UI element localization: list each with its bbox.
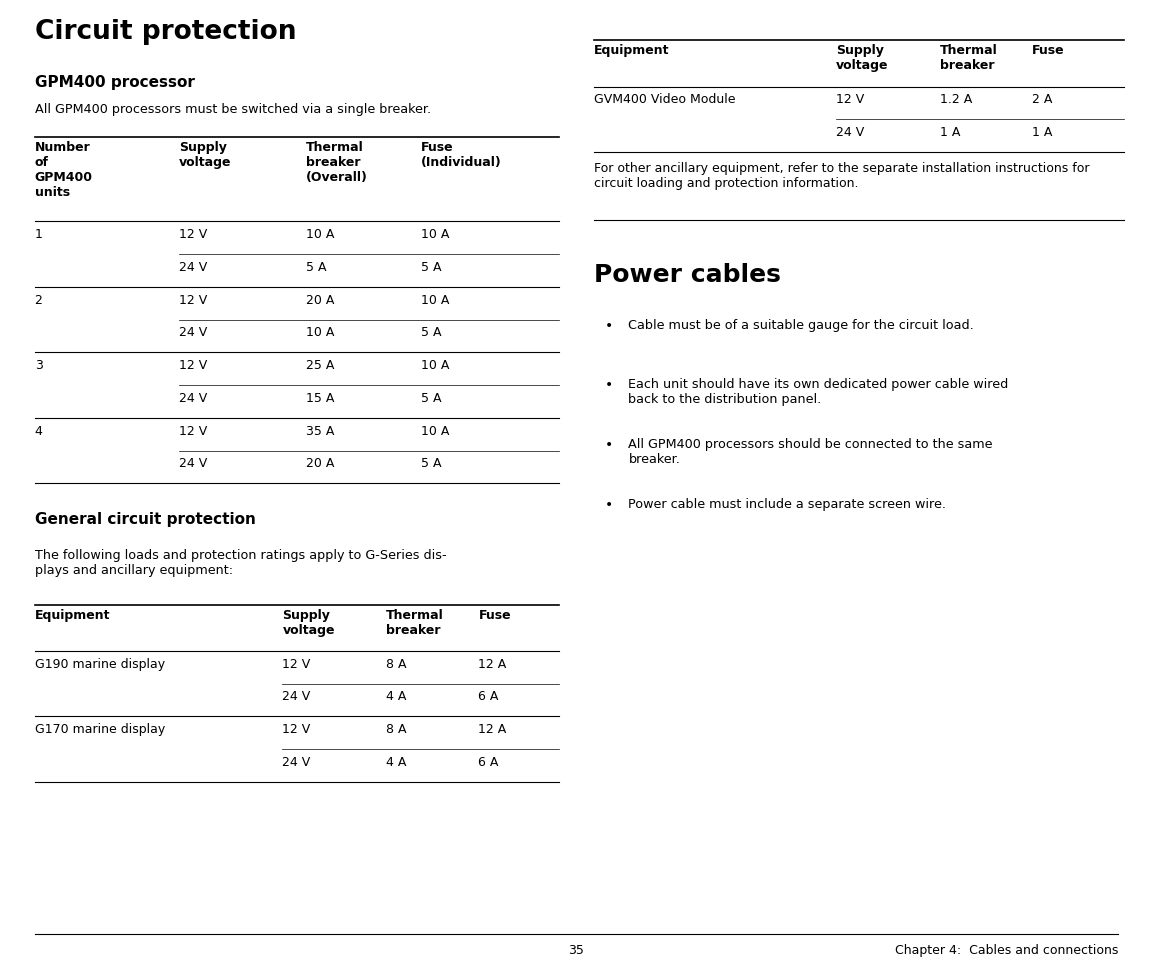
- Text: 12 V: 12 V: [836, 93, 865, 106]
- Text: 12 A: 12 A: [478, 658, 507, 670]
- Text: 12 V: 12 V: [282, 658, 311, 670]
- Text: 10 A: 10 A: [306, 326, 334, 339]
- Text: All GPM400 processors must be switched via a single breaker.: All GPM400 processors must be switched v…: [35, 103, 431, 116]
- Text: 24 V: 24 V: [836, 126, 865, 139]
- Text: 12 V: 12 V: [282, 723, 311, 736]
- Text: 10 A: 10 A: [421, 359, 450, 372]
- Text: 24 V: 24 V: [282, 756, 311, 768]
- Text: Power cables: Power cables: [594, 263, 781, 287]
- Text: 10 A: 10 A: [421, 294, 450, 306]
- Text: 6 A: 6 A: [478, 690, 499, 703]
- Text: 10 A: 10 A: [306, 228, 334, 241]
- Text: Fuse
(Individual): Fuse (Individual): [421, 141, 502, 169]
- Text: 24 V: 24 V: [179, 392, 208, 404]
- Text: Supply
voltage: Supply voltage: [836, 44, 889, 72]
- Text: 12 V: 12 V: [179, 228, 208, 241]
- Text: The following loads and protection ratings apply to G-Series dis-
plays and anci: The following loads and protection ratin…: [35, 549, 446, 577]
- Text: 12 V: 12 V: [179, 425, 208, 437]
- Text: G170 marine display: G170 marine display: [35, 723, 165, 736]
- Text: •: •: [605, 498, 613, 512]
- Text: 5 A: 5 A: [421, 326, 442, 339]
- Text: Cable must be of a suitable gauge for the circuit load.: Cable must be of a suitable gauge for th…: [628, 319, 974, 331]
- Text: GPM400 processor: GPM400 processor: [35, 75, 195, 91]
- Text: 24 V: 24 V: [179, 261, 208, 273]
- Text: Equipment: Equipment: [594, 44, 669, 57]
- Text: 25 A: 25 A: [306, 359, 334, 372]
- Text: 35: 35: [568, 944, 585, 956]
- Text: 24 V: 24 V: [179, 457, 208, 470]
- Text: Power cable must include a separate screen wire.: Power cable must include a separate scre…: [628, 498, 947, 510]
- Text: G190 marine display: G190 marine display: [35, 658, 165, 670]
- Text: 8 A: 8 A: [386, 723, 407, 736]
- Text: Fuse: Fuse: [1032, 44, 1064, 57]
- Text: Supply
voltage: Supply voltage: [179, 141, 232, 169]
- Text: 2: 2: [35, 294, 43, 306]
- Text: 35 A: 35 A: [306, 425, 334, 437]
- Text: Number
of
GPM400
units: Number of GPM400 units: [35, 141, 92, 198]
- Text: 2 A: 2 A: [1032, 93, 1053, 106]
- Text: Supply
voltage: Supply voltage: [282, 609, 336, 637]
- Text: 20 A: 20 A: [306, 457, 334, 470]
- Text: Each unit should have its own dedicated power cable wired
back to the distributi: Each unit should have its own dedicated …: [628, 378, 1009, 406]
- Text: 1.2 A: 1.2 A: [940, 93, 972, 106]
- Text: 20 A: 20 A: [306, 294, 334, 306]
- Text: 12 V: 12 V: [179, 294, 208, 306]
- Text: 10 A: 10 A: [421, 228, 450, 241]
- Text: All GPM400 processors should be connected to the same
breaker.: All GPM400 processors should be connecte…: [628, 438, 993, 466]
- Text: Chapter 4:  Cables and connections: Chapter 4: Cables and connections: [895, 944, 1118, 956]
- Text: 4 A: 4 A: [386, 690, 407, 703]
- Text: 24 V: 24 V: [282, 690, 311, 703]
- Text: 5 A: 5 A: [421, 457, 442, 470]
- Text: 24 V: 24 V: [179, 326, 208, 339]
- Text: General circuit protection: General circuit protection: [35, 512, 256, 528]
- Text: •: •: [605, 438, 613, 453]
- Text: 1: 1: [35, 228, 43, 241]
- Text: 5 A: 5 A: [421, 392, 442, 404]
- Text: 5 A: 5 A: [421, 261, 442, 273]
- Text: 4 A: 4 A: [386, 756, 407, 768]
- Text: Fuse: Fuse: [478, 609, 511, 621]
- Text: 8 A: 8 A: [386, 658, 407, 670]
- Text: Thermal
breaker
(Overall): Thermal breaker (Overall): [306, 141, 368, 184]
- Text: For other ancillary equipment, refer to the separate installation instructions f: For other ancillary equipment, refer to …: [594, 162, 1090, 190]
- Text: Thermal
breaker: Thermal breaker: [940, 44, 997, 72]
- Text: Equipment: Equipment: [35, 609, 110, 621]
- Text: 1 A: 1 A: [1032, 126, 1053, 139]
- Text: 5 A: 5 A: [306, 261, 326, 273]
- Text: 10 A: 10 A: [421, 425, 450, 437]
- Text: Circuit protection: Circuit protection: [35, 19, 296, 45]
- Text: GVM400 Video Module: GVM400 Video Module: [594, 93, 736, 106]
- Text: 1 A: 1 A: [940, 126, 960, 139]
- Text: Thermal
breaker: Thermal breaker: [386, 609, 444, 637]
- Text: 12 V: 12 V: [179, 359, 208, 372]
- Text: 12 A: 12 A: [478, 723, 507, 736]
- Text: •: •: [605, 319, 613, 333]
- Text: 4: 4: [35, 425, 43, 437]
- Text: 6 A: 6 A: [478, 756, 499, 768]
- Text: 15 A: 15 A: [306, 392, 334, 404]
- Text: •: •: [605, 378, 613, 393]
- Text: 3: 3: [35, 359, 43, 372]
